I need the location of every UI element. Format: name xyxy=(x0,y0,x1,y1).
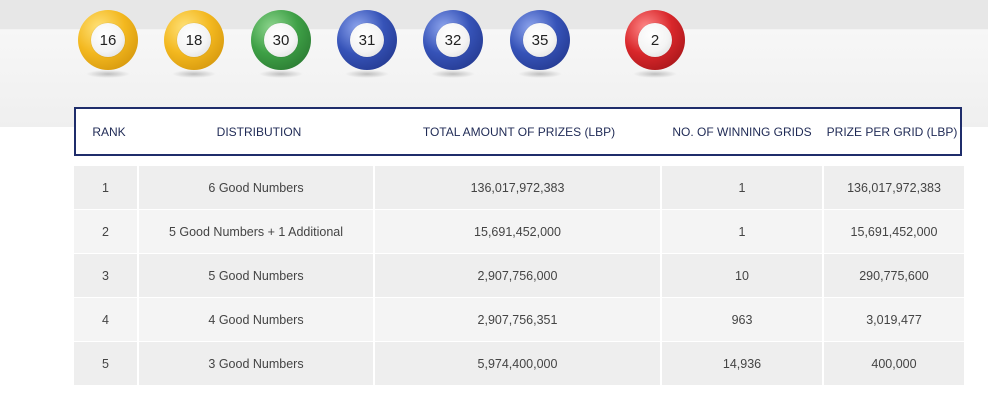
cell-distribution: 5 Good Numbers + 1 Additional xyxy=(139,210,373,253)
ball-number: 30 xyxy=(264,23,298,57)
cell-winning-grids: 963 xyxy=(662,298,822,341)
cell-winning-grids: 14,936 xyxy=(662,342,822,385)
cell-distribution: 4 Good Numbers xyxy=(139,298,373,341)
ball-number: 32 xyxy=(436,23,470,57)
cell-total-amount: 136,017,972,383 xyxy=(375,166,660,209)
table-row: 1 6 Good Numbers 136,017,972,383 1 136,0… xyxy=(74,166,964,209)
lottery-ball-3: 30 xyxy=(251,10,311,78)
cell-total-amount: 2,907,756,000 xyxy=(375,254,660,297)
banner-top-strip xyxy=(0,0,988,29)
bonus-ball: 2 xyxy=(625,10,685,78)
cell-prize-per-grid: 400,000 xyxy=(824,342,964,385)
ball-number: 35 xyxy=(523,23,557,57)
cell-rank: 4 xyxy=(74,298,137,341)
cell-prize-per-grid: 136,017,972,383 xyxy=(824,166,964,209)
header-rank: RANK xyxy=(92,124,126,139)
cell-winning-grids: 10 xyxy=(662,254,822,297)
table-row: 4 4 Good Numbers 2,907,756,351 963 3,019… xyxy=(74,298,964,341)
cell-distribution: 3 Good Numbers xyxy=(139,342,373,385)
cell-rank: 5 xyxy=(74,342,137,385)
cell-prize-per-grid: 3,019,477 xyxy=(824,298,964,341)
ball-shadow xyxy=(259,70,303,78)
cell-prize-per-grid: 15,691,452,000 xyxy=(824,210,964,253)
ball-number: 18 xyxy=(177,23,211,57)
ball-shadow xyxy=(345,70,389,78)
ball-number: 16 xyxy=(91,23,125,57)
cell-winning-grids: 1 xyxy=(662,210,822,253)
cell-total-amount: 15,691,452,000 xyxy=(375,210,660,253)
ball-shadow xyxy=(633,70,677,78)
cell-rank: 1 xyxy=(74,166,137,209)
cell-distribution: 5 Good Numbers xyxy=(139,254,373,297)
prize-table-header: RANK DISTRIBUTION TOTAL AMOUNT OF PRIZES… xyxy=(74,107,962,156)
cell-rank: 3 xyxy=(74,254,137,297)
cell-prize-per-grid: 290,775,600 xyxy=(824,254,964,297)
ball-shadow xyxy=(431,70,475,78)
lottery-ball-4: 31 xyxy=(337,10,397,78)
table-row: 5 3 Good Numbers 5,974,400,000 14,936 40… xyxy=(74,342,964,385)
cell-winning-grids: 1 xyxy=(662,166,822,209)
cell-rank: 2 xyxy=(74,210,137,253)
header-winning-grids: NO. OF WINNING GRIDS xyxy=(672,124,812,139)
cell-total-amount: 2,907,756,351 xyxy=(375,298,660,341)
lottery-ball-2: 18 xyxy=(164,10,224,78)
ball-number: 31 xyxy=(350,23,384,57)
ball-shadow xyxy=(86,70,130,78)
ball-shadow xyxy=(172,70,216,78)
header-distribution: DISTRIBUTION xyxy=(216,124,302,139)
header-prize-per-grid: PRIZE PER GRID (LBP) xyxy=(826,124,958,139)
table-row: 3 5 Good Numbers 2,907,756,000 10 290,77… xyxy=(74,254,964,297)
lottery-ball-1: 16 xyxy=(78,10,138,78)
header-total-amount: TOTAL AMOUNT OF PRIZES (LBP) xyxy=(422,124,616,139)
ball-shadow xyxy=(518,70,562,78)
lottery-ball-6: 35 xyxy=(510,10,570,78)
table-row: 2 5 Good Numbers + 1 Additional 15,691,4… xyxy=(74,210,964,253)
cell-total-amount: 5,974,400,000 xyxy=(375,342,660,385)
ball-number: 2 xyxy=(638,23,672,57)
cell-distribution: 6 Good Numbers xyxy=(139,166,373,209)
lottery-ball-5: 32 xyxy=(423,10,483,78)
